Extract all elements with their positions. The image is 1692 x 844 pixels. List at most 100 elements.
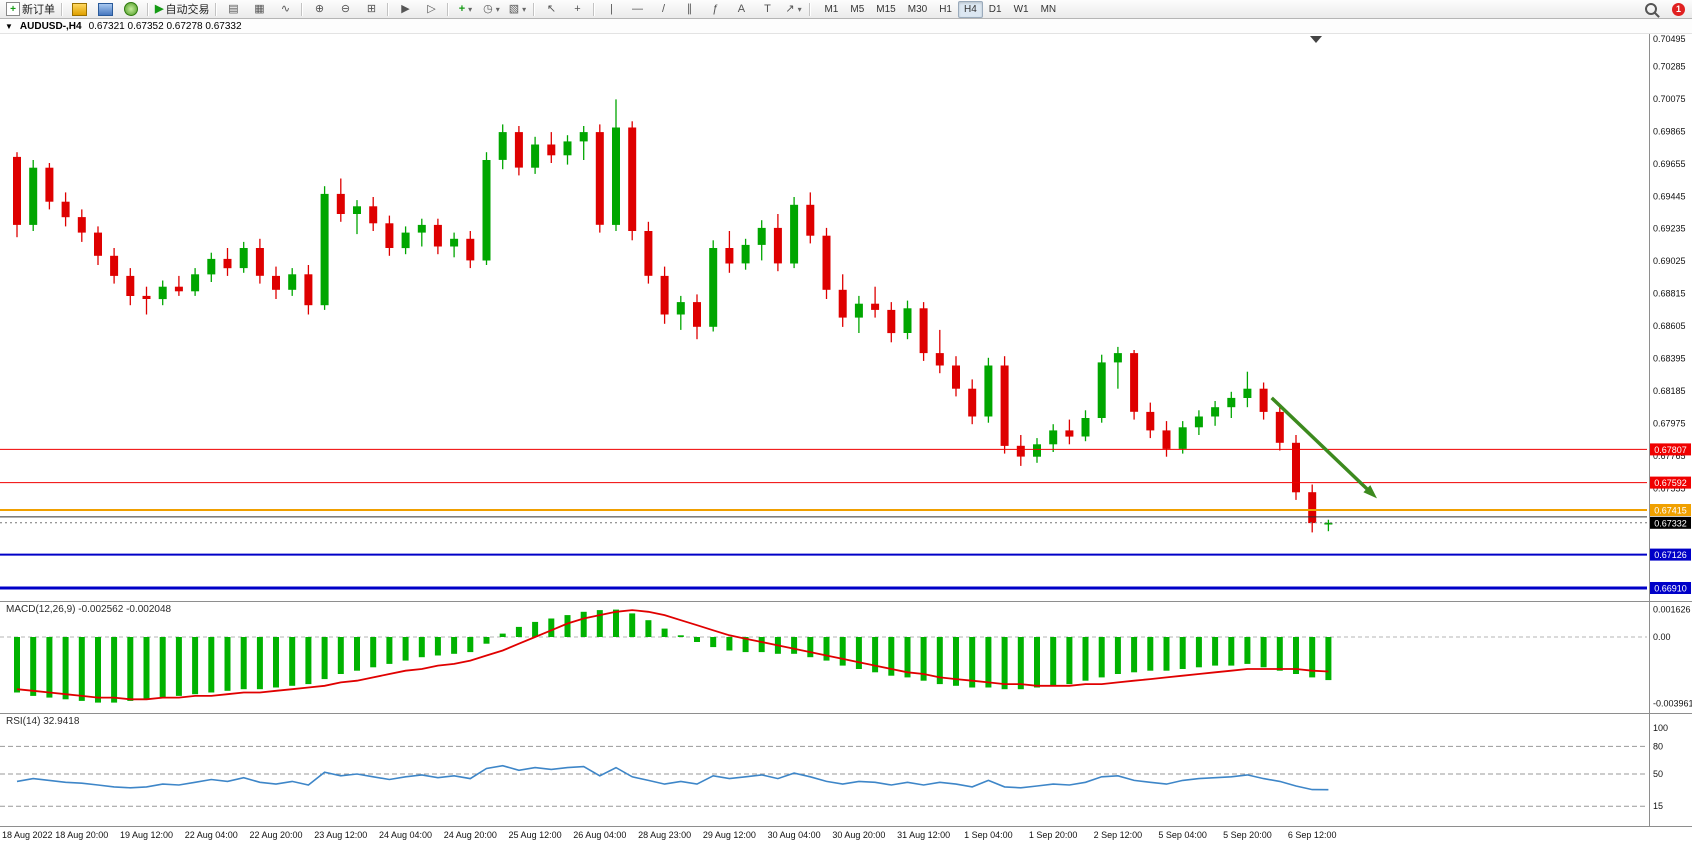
svg-text:0.67332: 0.67332: [1654, 518, 1687, 528]
one-click-trading-toggle[interactable]: ▼: [5, 21, 13, 31]
new-order-button[interactable]: + 新订单: [3, 0, 58, 19]
macd-pane[interactable]: 0.001626 0.00 -0.003961: [0, 601, 1692, 713]
toolbar-separator: [809, 2, 812, 16]
timeframe-m5-button[interactable]: M5: [850, 3, 865, 15]
svg-text:0.68605: 0.68605: [1653, 321, 1686, 331]
toolbar-separator: [533, 2, 536, 16]
candles: [13, 99, 1333, 533]
channel-button[interactable]: ∥: [676, 0, 702, 19]
svg-text:0.69235: 0.69235: [1653, 224, 1686, 234]
arrows-icon: ↗: [785, 2, 795, 15]
indicators-icon: +: [458, 2, 466, 15]
text-label-button[interactable]: T: [754, 0, 780, 19]
auto-scroll-button[interactable]: ▶: [392, 0, 418, 19]
line-chart-icon: ∿: [280, 2, 291, 15]
timeframe-h1-button[interactable]: H1: [939, 3, 952, 15]
toolbar-separator: [593, 2, 596, 16]
candlestick-chart-icon: ▦: [254, 2, 265, 15]
time-label: 19 Aug 12:00: [119, 830, 174, 840]
crosshair-button[interactable]: +: [564, 0, 590, 19]
price-axis: 0.70495 0.70285 0.70075 0.69865 0.69655 0.694…: [1650, 34, 1691, 594]
zoom-out-button[interactable]: ⊖: [332, 0, 358, 19]
timeframe-h4-button[interactable]: H4: [957, 0, 983, 18]
indicators-button[interactable]: + ▾: [452, 0, 478, 19]
time-label: 18 Aug 2022: [2, 830, 53, 840]
zoom-out-icon: ⊖: [340, 2, 351, 15]
market-watch-button[interactable]: [66, 0, 92, 19]
toolbar-separator: [147, 2, 149, 16]
templates-icon: ▧: [508, 2, 520, 15]
time-label: 22 Aug 20:00: [249, 830, 303, 840]
autotrading-play-icon: ▶: [155, 2, 164, 15]
timeframe-d1-button[interactable]: D1: [988, 3, 1002, 15]
chart-ohlc-values: 0.67321 0.67352 0.67278 0.67332: [88, 20, 242, 32]
tile-windows-button[interactable]: ⊞: [358, 0, 384, 19]
autotrading-button[interactable]: ▶ 自动交易: [152, 0, 212, 19]
text-icon: A: [737, 2, 746, 15]
svg-text:0.67975: 0.67975: [1653, 418, 1686, 428]
templates-button[interactable]: ▧ ▾: [504, 0, 530, 19]
data-window-button[interactable]: [92, 0, 118, 19]
cursor-button[interactable]: ↖: [538, 0, 564, 19]
cursor-icon: ↖: [546, 2, 557, 15]
time-label: 5 Sep 04:00: [1158, 830, 1207, 840]
svg-text:0.69025: 0.69025: [1653, 256, 1686, 266]
text-label-icon: T: [764, 2, 771, 15]
chevron-down-icon: ▾: [797, 4, 802, 14]
timeframe-w1-button[interactable]: W1: [1013, 3, 1029, 15]
periods-button[interactable]: ◷ ▾: [478, 0, 504, 19]
chevron-down-icon: ▾: [495, 4, 500, 14]
zoom-in-button[interactable]: ⊕: [306, 0, 332, 19]
time-label: 18 Aug 20:00: [55, 830, 109, 840]
svg-text:0.68815: 0.68815: [1653, 289, 1686, 299]
market-watch-icon: [71, 2, 87, 16]
toolbar: + 新订单 ▶ 自动交易 ▤ ▦ ∿ ⊕ ⊖ ⊞ ▶ ▷ + ▾ ◷ ▾ ▧ ▾ ↖ …: [0, 0, 1692, 19]
price-tag: [1650, 443, 1691, 456]
trendline-button[interactable]: /: [650, 0, 676, 19]
timeframe-m30-button[interactable]: M30: [907, 3, 928, 15]
svg-text:0.67765: 0.67765: [1653, 451, 1686, 461]
toolbar-separator: [387, 2, 390, 16]
arrows-button[interactable]: ↗ ▾: [780, 0, 806, 19]
trend-arrow: [1270, 396, 1371, 493]
rsi-pane[interactable]: 100 80 50 15: [0, 713, 1692, 826]
timeframe-mn-button[interactable]: MN: [1040, 3, 1057, 15]
text-button[interactable]: A: [728, 0, 754, 19]
toolbar-separator: [61, 2, 63, 16]
new-order-label: 新订单: [22, 4, 55, 16]
time-label: 30 Aug 04:00: [767, 830, 821, 840]
time-label: 1 Sep 04:00: [964, 830, 1013, 840]
vertical-line-button[interactable]: |: [598, 0, 624, 19]
bar-chart-button[interactable]: ▤: [220, 0, 246, 19]
trend-arrow-head: [1363, 485, 1377, 499]
notification-badge[interactable]: 1: [1672, 2, 1685, 16]
search-icon: [1645, 3, 1657, 15]
price-pane[interactable]: 0.70495 0.70285 0.70075 0.69865 0.69655 0.694…: [0, 34, 1692, 601]
timeframe-toolbar: M1 M5 M15 M30 H1 H4 D1 W1 MN: [818, 0, 1062, 18]
rsi-line: [16, 764, 1329, 791]
chart-shift-button[interactable]: ▷: [418, 0, 444, 19]
svg-text:0.70495: 0.70495: [1653, 34, 1686, 44]
navigator-button[interactable]: [118, 0, 144, 19]
time-label: 5 Sep 20:00: [1223, 830, 1272, 840]
chart-shift-marker: [1310, 36, 1322, 43]
time-label: 29 Aug 12:00: [702, 830, 756, 840]
line-chart-button[interactable]: ∿: [272, 0, 298, 19]
candlestick-chart-button[interactable]: ▦: [246, 0, 272, 19]
horizontal-line-button[interactable]: —: [624, 0, 650, 19]
chart-window[interactable]: ▼ AUDUSD-,H4 0.67321 0.67352 0.67278 0.6…: [0, 19, 1692, 844]
navigator-icon: [124, 2, 138, 16]
search-button[interactable]: [1638, 0, 1664, 19]
time-axis[interactable]: 18 Aug 2022 18 Aug 20:00 19 Aug 12:00 22 Au…: [0, 826, 1692, 844]
timeframe-m15-button[interactable]: M15: [876, 3, 896, 15]
toolbar-separator: [215, 2, 218, 16]
svg-text:0.70285: 0.70285: [1653, 62, 1686, 72]
timeframe-m1-button[interactable]: M1: [824, 3, 839, 15]
macd-label: MACD(12,26,9) -0.002562 -0.002048: [6, 604, 172, 615]
time-label: 30 Aug 20:00: [832, 830, 886, 840]
svg-text:0.001626: 0.001626: [1653, 605, 1691, 615]
price-tag: [1650, 582, 1691, 594]
fibonacci-button[interactable]: ƒ: [702, 0, 728, 19]
time-label: 22 Aug 04:00: [184, 830, 238, 840]
